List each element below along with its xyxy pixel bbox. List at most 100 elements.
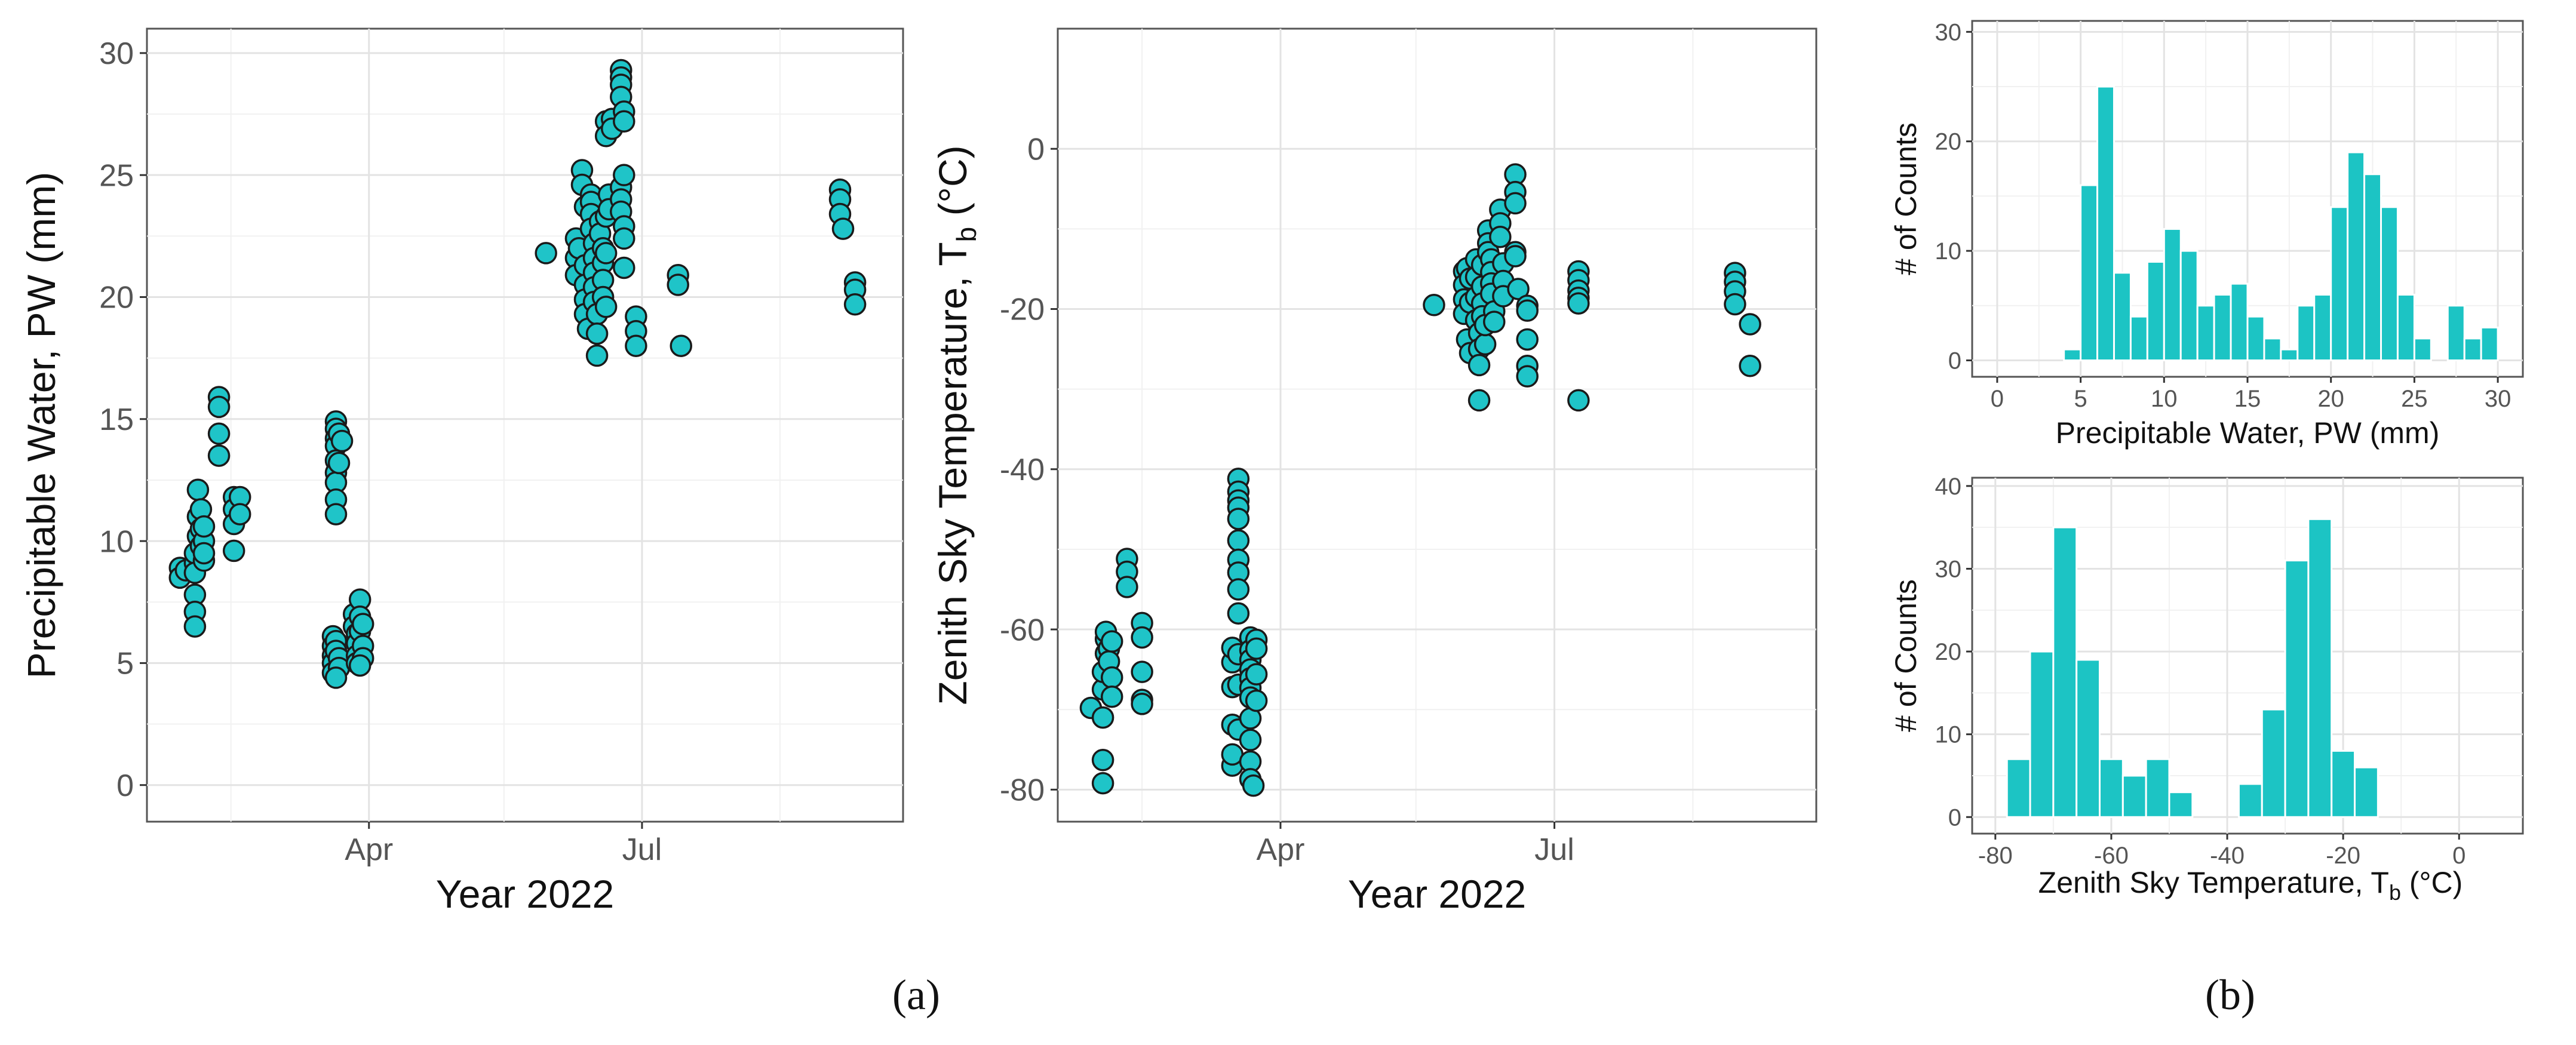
histogram-bar [2413, 337, 2432, 361]
plot-panel [1057, 27, 1817, 823]
data-point [1131, 626, 1153, 649]
x-tick-label: -20 [2326, 843, 2360, 869]
x-axis-title-main: Zenith Sky Temperature, T [2038, 866, 2389, 899]
histogram-bar [2313, 293, 2332, 361]
y-tick-label: 20 [1935, 639, 1962, 665]
y-axis-title-subscript: b [951, 227, 982, 242]
x-axis-title-subscript: b [2389, 880, 2401, 905]
histogram-bar [2129, 315, 2148, 361]
y-axis-title: Zenith Sky Temperature, Tb (°C) [931, 145, 982, 705]
histogram-bar [2075, 659, 2101, 818]
x-tick-label: -80 [1978, 843, 2013, 869]
data-point [1489, 226, 1512, 248]
y-axis-title: Precipitable Water, PW (mm) [19, 172, 63, 678]
panel-label-b: (b) [2205, 971, 2255, 1019]
histogram-bar [2331, 749, 2356, 818]
points [1079, 163, 1761, 797]
data-point [1100, 630, 1123, 653]
histogram-bar [2196, 305, 2215, 361]
histogram-bar [2280, 348, 2299, 361]
data-point [1724, 293, 1746, 316]
data-point [613, 110, 635, 133]
histogram-bar [2113, 272, 2132, 361]
x-tick-label: 10 [2151, 386, 2178, 412]
y-tick-label: 10 [1935, 238, 1962, 265]
data-point [535, 242, 557, 265]
data-point [1245, 663, 1268, 686]
data-point [1739, 354, 1761, 377]
x-tick-label: 25 [2401, 386, 2428, 412]
data-point [1467, 354, 1491, 377]
data-point [1423, 294, 1445, 316]
x-axis-title: Year 2022 [1348, 872, 1527, 916]
data-point [1567, 292, 1590, 315]
axis-ticks: 0 10 20 30 0 5 10 15 20 25 30 [1935, 19, 2511, 412]
data-point [348, 654, 371, 677]
data-point [1467, 389, 1491, 412]
data-point [1100, 685, 1123, 708]
y-tick-label: 10 [1935, 722, 1962, 748]
data-point [1245, 637, 1268, 660]
histogram-bar [2330, 206, 2349, 361]
data-point [613, 227, 635, 250]
histogram-bar [2261, 708, 2286, 818]
histogram-bar [2063, 348, 2082, 361]
data-point [207, 395, 231, 419]
data-point [1504, 192, 1527, 215]
data-point [1227, 508, 1250, 530]
y-tick-label: -40 [1000, 453, 1045, 487]
data-point [625, 334, 647, 357]
axis-ticks: -80 -60 -40 -20 0 Apr Jul [1000, 132, 1574, 867]
data-point [831, 217, 855, 240]
x-axis-title: Year 2022 [436, 872, 615, 916]
histogram-bar [2052, 526, 2078, 818]
data-point [594, 242, 618, 265]
x-tick-label: Apr [345, 832, 393, 867]
data-point [594, 296, 618, 318]
data-point [1091, 748, 1114, 772]
data-point [1227, 529, 1250, 552]
axis-ticks: 0 5 10 15 20 25 30 Apr Jul [99, 36, 662, 867]
histogram-bar [2146, 260, 2165, 361]
data-point [192, 515, 216, 538]
y-tick-label: -80 [1000, 773, 1045, 808]
x-axis-title: Precipitable Water, PW (mm) [2056, 416, 2440, 450]
histogram-bar [2347, 151, 2366, 361]
histogram-bar [2354, 766, 2379, 818]
y-tick-label: -20 [1000, 293, 1045, 327]
data-point [1242, 774, 1265, 797]
x-tick-label: -40 [2210, 843, 2245, 869]
data-point [330, 429, 354, 453]
data-point [1516, 328, 1539, 351]
axis-ticks: 0 10 20 30 40 -80 -60 -40 -20 0 [1935, 474, 2466, 869]
histogram-bar [2213, 293, 2232, 361]
data-point [1239, 729, 1262, 751]
y-tick-label: 15 [99, 402, 134, 437]
histogram-bar [2480, 326, 2499, 361]
histogram-bar [2237, 783, 2263, 818]
data-point [207, 422, 231, 445]
data-point [1567, 389, 1590, 412]
data-point [351, 613, 374, 635]
tb-histogram-chart: 0 10 20 30 40 -80 -60 -40 -20 0 Zenith Sky Temper… [1889, 474, 2524, 905]
histogram-bar [2296, 305, 2316, 361]
histogram-bar [2380, 206, 2399, 361]
data-point [585, 344, 609, 367]
tb-timeseries-chart: -80 -60 -40 -20 0 Apr Jul Year 2022 Zenith Sky… [931, 27, 1817, 916]
bars [2063, 85, 2499, 361]
y-tick-label: 30 [99, 36, 134, 71]
data-point [1516, 365, 1539, 388]
data-point [228, 503, 251, 525]
data-point [1091, 772, 1114, 795]
data-point [1227, 578, 1250, 601]
data-point [670, 334, 692, 357]
y-tick-label: 30 [1935, 556, 1962, 582]
y-tick-label: 30 [1935, 19, 1962, 45]
x-axis-title-unit: (°C) [2401, 866, 2463, 899]
histogram-bar [2096, 85, 2115, 361]
x-tick-label: 0 [2452, 843, 2466, 869]
histogram-bar [2246, 315, 2265, 361]
histogram-bar [2080, 184, 2099, 361]
gridlines [147, 29, 903, 822]
